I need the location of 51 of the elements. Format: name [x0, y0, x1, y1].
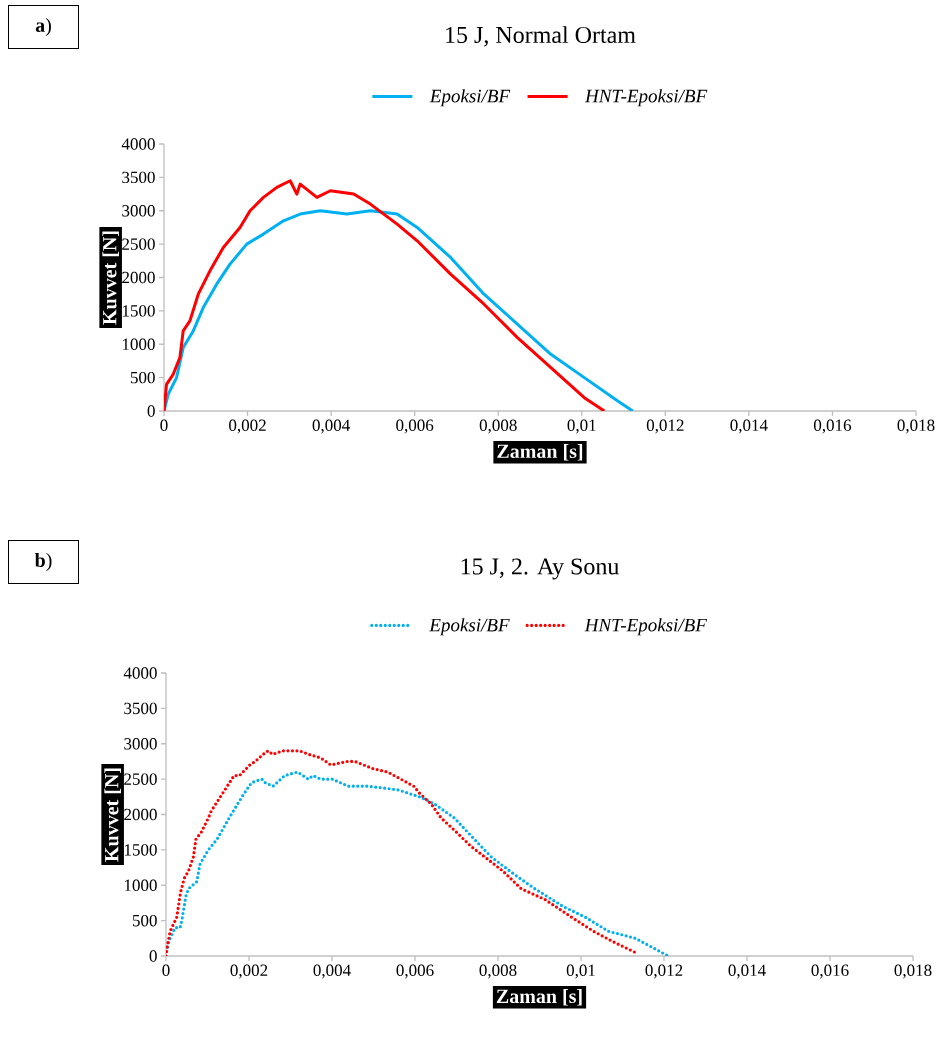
- x-tick-label: 0,016: [813, 419, 852, 434]
- y-tick-label: 4000: [123, 667, 157, 679]
- x-tick-label: 0,002: [230, 964, 268, 979]
- text: a): [35, 17, 51, 37]
- x-tick-label: 0,016: [811, 964, 849, 979]
- y-tick-label: 1500: [124, 844, 157, 856]
- y-tick-label: 500: [130, 371, 155, 384]
- x-tick-label: 0: [162, 964, 170, 977]
- x-tick-label: 0,014: [730, 419, 768, 434]
- x-tick-label: 0,004: [312, 419, 350, 434]
- text: b): [34, 552, 52, 572]
- x-tick-label: 0,018: [894, 964, 932, 979]
- legend-label: Epoksi/BF: [429, 89, 511, 107]
- x-tick-label: 0,004: [313, 964, 351, 979]
- x-tick-label: 0,01: [566, 964, 595, 979]
- x-tick-label: 0,012: [645, 964, 683, 979]
- y-tick-label: 3000: [124, 738, 157, 750]
- y-tick-label: 2000: [124, 808, 157, 821]
- x-tick-label: 0: [160, 419, 168, 432]
- y-tick-label: 2500: [122, 238, 155, 250]
- y-axis-title: Kuvvet [N]: [104, 768, 121, 862]
- x-tick-label: 0,006: [396, 419, 434, 434]
- x-tick-label: 0,008: [479, 964, 517, 979]
- x-tick-label: 0,006: [396, 964, 434, 979]
- y-tick-label: 1500: [122, 305, 155, 317]
- y-tick-label: 3500: [124, 702, 157, 715]
- y-tick-label: 500: [132, 914, 157, 927]
- x-axis-title: Zaman [s]: [496, 989, 582, 1006]
- x-tick-label: 0,014: [728, 964, 766, 979]
- y-tick-label: 3000: [122, 205, 155, 217]
- x-tick-label: 0,01: [567, 419, 596, 434]
- x-axis-title: Zaman [s]: [497, 443, 583, 461]
- y-tick-label: 0: [147, 405, 155, 417]
- y-tick-label: 2000: [122, 271, 155, 284]
- legend-label: HNT-Epoksi/BF: [584, 618, 708, 636]
- chart-title: 15 J, Normal Ortam: [446, 26, 636, 47]
- y-axis-title: Kuvvet [N]: [102, 231, 119, 325]
- y-tick-label: 3500: [122, 171, 155, 184]
- y-tick-label: 2500: [124, 773, 157, 785]
- x-tick-label: 0,008: [479, 419, 517, 434]
- y-tick-label: 0: [149, 950, 157, 962]
- legend-label: HNT-Epoksi/BF: [584, 89, 708, 107]
- y-tick-label: 1000: [122, 338, 155, 350]
- x-tick-label: 0,012: [646, 419, 684, 434]
- chart-title: 15 J, 2. Ay Sonu: [461, 558, 619, 580]
- line-series: [166, 770, 670, 957]
- x-tick-label: 0,002: [229, 419, 266, 434]
- y-tick-label: 1000: [124, 879, 157, 892]
- legend-label: Epoksi/BF: [429, 618, 510, 636]
- y-tick-label: 4000: [121, 138, 155, 150]
- x-tick-label: 0,018: [897, 419, 935, 434]
